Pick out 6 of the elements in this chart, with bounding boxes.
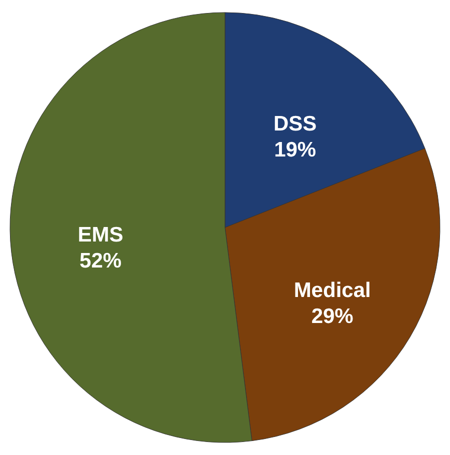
slice-label: DSS — [274, 112, 317, 136]
data-label: 19% — [274, 138, 316, 162]
slice-label: EMS — [78, 223, 124, 246]
data-label: 52% — [80, 249, 122, 272]
data-label: 29% — [311, 304, 354, 328]
slice-label: Medical — [294, 278, 371, 302]
